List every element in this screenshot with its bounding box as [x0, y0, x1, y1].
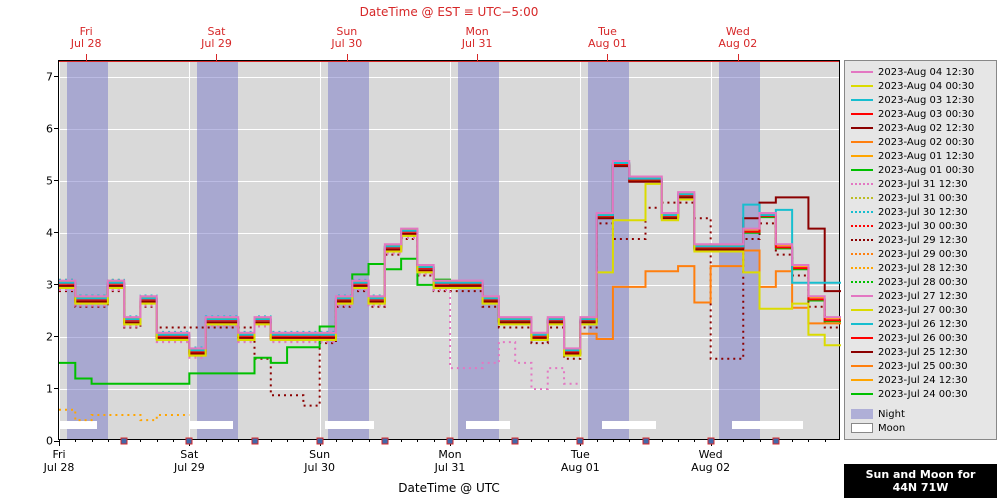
- x-top-tick-label: SunJul 30: [331, 26, 362, 51]
- legend-item: 2023-Jul 24 12:30: [851, 373, 990, 387]
- y-tick-label: 3: [46, 278, 53, 291]
- time-marker: [512, 438, 519, 445]
- x-top-tick-label: TueAug 01: [588, 26, 627, 51]
- y-tick-label: 1: [46, 382, 53, 395]
- sun-moon-info-box: Sun and Moon for44N 71W: [844, 464, 997, 498]
- y-tick-label: 5: [46, 174, 53, 187]
- x-top-tick-label: SatJul 29: [201, 26, 232, 51]
- x-bottom-tick-label: TueAug 01: [561, 449, 600, 474]
- legend-item: 2023-Jul 27 12:30: [851, 289, 990, 303]
- legend-item: 2023-Jul 30 12:30: [851, 205, 990, 219]
- x-axis-label-top: DateTime @ EST ≡ UTC−5:00: [360, 5, 539, 19]
- series-line: [59, 165, 841, 384]
- legend-item: 2023-Jul 31 00:30: [851, 191, 990, 205]
- legend-item: 2023-Aug 03 00:30: [851, 107, 990, 121]
- x-bottom-tick-label: WedAug 02: [691, 449, 730, 474]
- time-marker: [772, 438, 779, 445]
- series-line: [59, 184, 841, 356]
- y-tick-label: 6: [46, 122, 53, 135]
- time-marker: [577, 438, 584, 445]
- x-bottom-tick-label: SunJul 30: [304, 449, 335, 474]
- time-marker: [381, 438, 388, 445]
- legend-item: 2023-Aug 01 12:30: [851, 149, 990, 163]
- legend-item: 2023-Jul 26 12:30: [851, 317, 990, 331]
- legend-item: 2023-Aug 02 00:30: [851, 135, 990, 149]
- x-top-tick-label: FriJul 28: [71, 26, 102, 51]
- time-marker: [121, 438, 128, 445]
- x-axis-label-bottom: DateTime @ UTC: [398, 481, 499, 495]
- time-marker: [707, 438, 714, 445]
- legend: 2023-Aug 04 12:302023-Aug 04 00:302023-A…: [844, 60, 997, 440]
- x-top-tick-label: WedAug 02: [718, 26, 757, 51]
- x-bottom-tick-label: MonJul 31: [435, 449, 466, 474]
- legend-item: 2023-Jul 30 00:30: [851, 219, 990, 233]
- series-line: [59, 410, 189, 420]
- time-marker: [186, 438, 193, 445]
- legend-item: 2023-Jul 24 00:30: [851, 387, 990, 401]
- legend-item: Night: [851, 407, 990, 421]
- y-tick-label: 4: [46, 226, 53, 239]
- series-line: [59, 166, 841, 353]
- legend-item: 2023-Jul 25 00:30: [851, 359, 990, 373]
- time-marker: [251, 438, 258, 445]
- y-tick-label: 0: [46, 435, 53, 448]
- legend-item: 2023-Jul 26 00:30: [851, 331, 990, 345]
- legend-item: 2023-Aug 03 12:30: [851, 93, 990, 107]
- legend-item: 2023-Jul 28 12:30: [851, 261, 990, 275]
- legend-item: 2023-Jul 31 12:30: [851, 177, 990, 191]
- legend-item: 2023-Jul 28 00:30: [851, 275, 990, 289]
- legend-item: 2023-Jul 25 12:30: [851, 345, 990, 359]
- legend-item: 2023-Aug 01 00:30: [851, 163, 990, 177]
- legend-item: 2023-Aug 04 12:30: [851, 65, 990, 79]
- time-marker: [447, 438, 454, 445]
- legend-item: 2023-Jul 29 00:30: [851, 247, 990, 261]
- figure-root: 0 1 2 3 4 5 6 7 FriJul 28 SatJul 29 SunJul 30 MonJu…: [0, 0, 1001, 500]
- legend-item: 2023-Jul 27 00:30: [851, 303, 990, 317]
- y-tick-label: 2: [46, 330, 53, 343]
- plot-area: 01234567FriJul 28SatJul 29SunJul 30MonJu…: [58, 60, 840, 440]
- legend-item: 2023-Jul 29 12:30: [851, 233, 990, 247]
- x-bottom-tick-label: FriJul 28: [44, 449, 75, 474]
- legend-item: Moon: [851, 421, 990, 435]
- legend-item: 2023-Aug 02 12:30: [851, 121, 990, 135]
- time-marker: [642, 438, 649, 445]
- time-marker: [316, 438, 323, 445]
- series-line: [59, 161, 841, 348]
- legend-item: 2023-Aug 04 00:30: [851, 79, 990, 93]
- x-bottom-tick-label: SatJul 29: [174, 449, 205, 474]
- x-top-tick-label: MonJul 31: [462, 26, 493, 51]
- y-tick-label: 7: [46, 70, 53, 83]
- series-line: [59, 164, 841, 351]
